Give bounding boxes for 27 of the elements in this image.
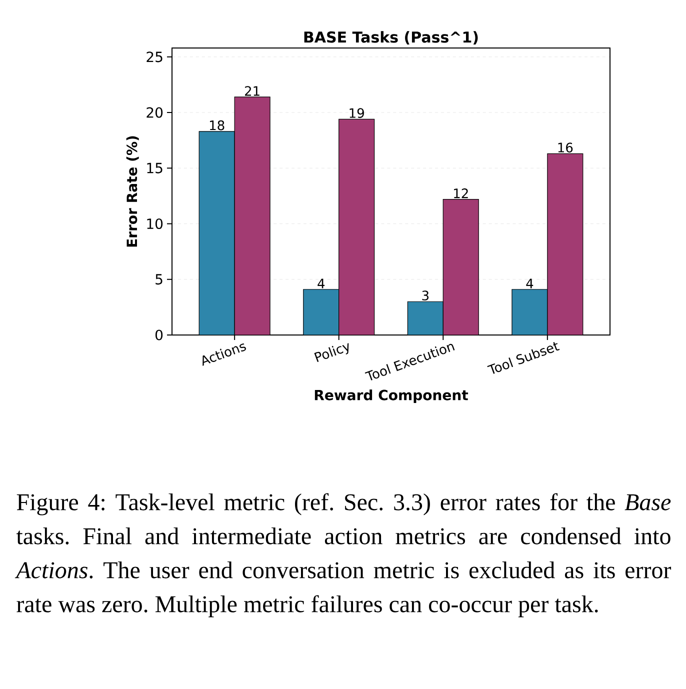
y-tick-label: 10 xyxy=(147,218,163,230)
y-axis-title: Error Rate (%) xyxy=(126,136,139,247)
bar xyxy=(303,289,339,335)
data-label: 21 xyxy=(244,86,260,96)
bar xyxy=(338,119,374,335)
bar xyxy=(512,289,548,335)
y-tick-label: 15 xyxy=(147,162,162,174)
data-label: 16 xyxy=(558,142,573,152)
y-tick-label: 25 xyxy=(146,52,162,62)
bar xyxy=(198,131,235,335)
y-tick-label: 0 xyxy=(155,330,163,340)
x-tick-label: Policy xyxy=(314,343,349,362)
data-label: 18 xyxy=(210,120,224,130)
bar xyxy=(547,153,584,335)
data-label: 4 xyxy=(526,278,534,288)
data-label: 19 xyxy=(350,108,364,118)
caption: Figure 4: Task-level metric (ref. Sec. 3.3) error rates for the Base tasks. Final and intermediate action metrics are condensed into Actions. The user end conversation metric is excluded as its error rate was zero. Multiple metric failures can co-occur per task. xyxy=(14,493,672,618)
y-tick-label: 20 xyxy=(146,107,163,118)
bar xyxy=(442,198,479,335)
data-label: 4 xyxy=(318,278,325,288)
chart-title: BASE Tasks (Pass^1) xyxy=(304,31,478,44)
y-tick-label: 5 xyxy=(156,274,162,285)
bar xyxy=(407,301,444,335)
bar xyxy=(234,96,270,335)
data-label: 3 xyxy=(422,290,429,300)
x-axis-title: Reward Component xyxy=(314,390,468,404)
data-label: 12 xyxy=(454,188,468,198)
